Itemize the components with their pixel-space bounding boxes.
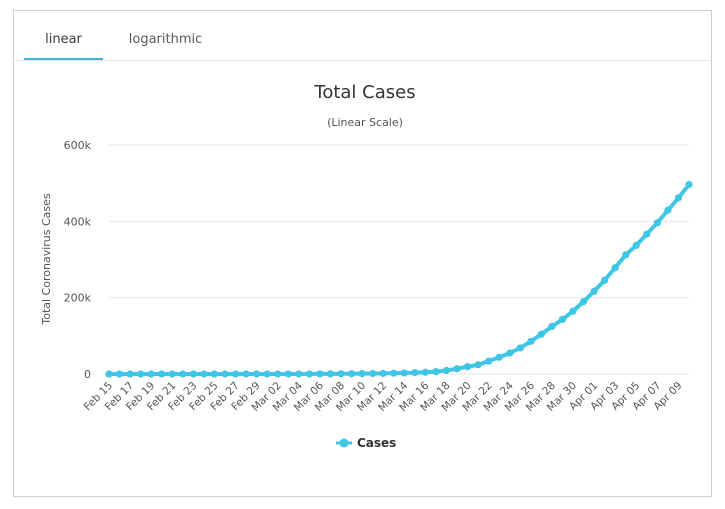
data-point: [400, 369, 408, 377]
data-point: [358, 370, 366, 378]
tab-linear[interactable]: linear: [45, 32, 82, 47]
chart-subtitle: (Linear Scale): [327, 116, 403, 129]
data-point: [632, 241, 640, 249]
data-point: [611, 264, 619, 272]
data-point: [200, 370, 208, 378]
y-tick-label: 600k: [64, 139, 92, 152]
data-point: [316, 370, 324, 378]
data-point: [527, 337, 535, 346]
data-point: [105, 370, 113, 378]
tab-divider: [13, 60, 710, 61]
y-axis-ticks: 0 200k 400k 600k: [64, 139, 92, 381]
data-point: [579, 298, 588, 306]
data-point: [284, 370, 292, 378]
data-point: [347, 370, 356, 378]
data-point: [622, 251, 630, 259]
data-point: [253, 370, 261, 378]
data-point: [274, 370, 282, 378]
data-point: [537, 330, 545, 338]
chart-card: [13, 10, 712, 497]
legend[interactable]: Cases: [336, 436, 396, 450]
data-point: [421, 368, 429, 376]
data-point: [242, 370, 250, 378]
data-point: [411, 369, 419, 377]
data-point: [463, 363, 472, 371]
data-point: [221, 370, 229, 378]
data-point: [337, 370, 345, 378]
data-point: [558, 315, 567, 324]
data-point: [369, 369, 377, 378]
data-point: [137, 370, 145, 378]
data-point: [432, 367, 440, 376]
data-point: [442, 366, 451, 375]
data-point: [147, 370, 155, 378]
data-point: [158, 370, 166, 378]
data-point: [495, 353, 503, 361]
data-point: [516, 344, 524, 352]
tab-logarithmic[interactable]: logarithmic: [128, 32, 203, 47]
data-point: [685, 180, 693, 189]
data-point: [643, 230, 651, 238]
data-point: [263, 370, 271, 378]
data-point: [506, 349, 514, 357]
grid-lines: [109, 144, 689, 375]
data-point: [168, 370, 176, 378]
data-point: [379, 369, 387, 377]
data-point: [305, 370, 313, 378]
data-point: [569, 307, 577, 315]
series-points-cases: [105, 180, 693, 378]
data-point: [590, 287, 598, 295]
y-axis-title: Total Coronavirus Cases: [40, 193, 53, 326]
data-point: [189, 370, 197, 378]
legend-dot-swatch: [339, 438, 349, 448]
data-point: [210, 370, 219, 378]
legend-label-cases: Cases: [357, 436, 396, 450]
data-point: [390, 369, 398, 377]
data-point: [485, 357, 493, 365]
data-point: [326, 370, 335, 378]
data-point: [601, 276, 609, 284]
data-point: [295, 370, 303, 378]
data-point: [474, 361, 482, 369]
data-point: [653, 219, 661, 227]
data-point: [115, 370, 124, 378]
chart-title: Total Cases: [313, 82, 415, 103]
data-point: [179, 370, 187, 378]
y-tick-label: 0: [84, 368, 91, 381]
scale-tabs: linear logarithmic: [13, 27, 712, 61]
data-point: [126, 370, 134, 378]
data-point: [453, 365, 461, 373]
data-point: [231, 370, 240, 378]
data-point: [664, 206, 672, 214]
data-point: [548, 322, 556, 331]
active-tab-indicator: [24, 58, 103, 61]
y-tick-label: 400k: [64, 215, 92, 228]
y-tick-label: 200k: [64, 292, 92, 305]
data-point: [674, 194, 683, 202]
